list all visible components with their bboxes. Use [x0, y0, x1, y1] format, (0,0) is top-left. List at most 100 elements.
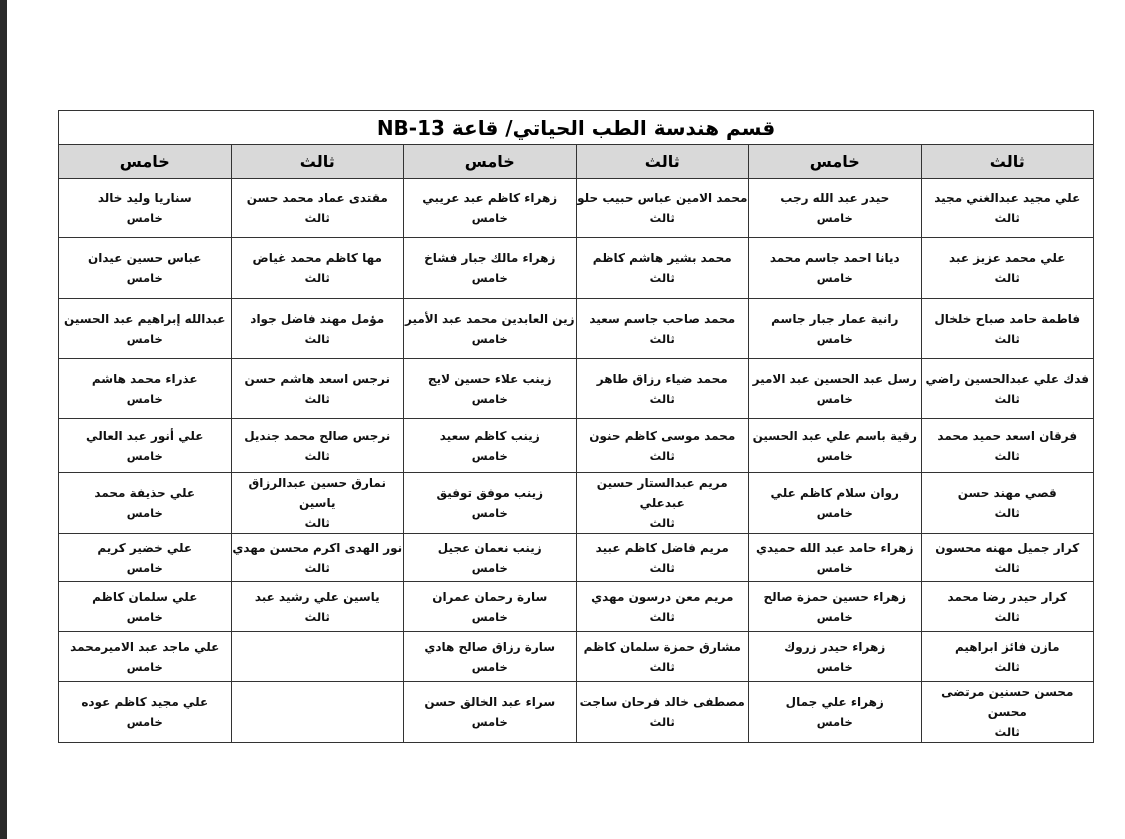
- student-cell: مصطفى خالد فرحان ساجت ثالث: [575, 681, 749, 743]
- student-cell: مقتدى عماد محمد حسن ثالث: [230, 178, 404, 238]
- table-row: قصي مهند حسن ثالث روان سلام كاظم علي خامس مر…: [58, 472, 1094, 534]
- student-name: رسل عبد الحسين عبد الامير: [752, 371, 917, 386]
- student-grade: ثالث: [649, 271, 675, 285]
- student-name: محمد موسى كاظم حنون: [589, 428, 736, 443]
- student-grade: خامس: [126, 609, 163, 624]
- student-cell: روان سلام كاظم علي خامس: [748, 472, 922, 534]
- student-grade: خامس: [471, 560, 508, 575]
- table-title: قسم هندسة الطب الحياتي/ قاعة NB-13: [58, 110, 1094, 145]
- table-row: فرقان اسعد حميد محمد ثالث رقية باسم علي عب…: [58, 418, 1094, 473]
- student-cell: رقية باسم علي عبد الحسين خامس: [748, 418, 922, 473]
- student-grade: خامس: [816, 271, 853, 285]
- student-grade: ثالث: [649, 715, 675, 729]
- student-grade: ثالث: [304, 391, 330, 406]
- student-cell: حيدر عبد الله رجب خامس: [748, 178, 922, 238]
- student-name: فدك علي عبدالحسين راضي: [925, 371, 1090, 386]
- student-cell: زهراء حيدر زروك خامس: [748, 631, 922, 682]
- student-grade: ثالث: [649, 211, 675, 225]
- student-name: سارة رزاق صالح هادي: [424, 639, 556, 654]
- student-name: مازن فائز ابراهيم: [954, 639, 1060, 654]
- student-grade: خامس: [816, 331, 853, 346]
- student-grade: ثالث: [994, 211, 1020, 225]
- column-header: ثالث: [230, 144, 404, 179]
- student-name: فرقان اسعد حميد محمد: [937, 428, 1078, 443]
- student-cell: كرار حيدر رضا محمد ثالث: [920, 581, 1094, 632]
- student-cell: زينب كاظم سعيد خامس: [403, 418, 577, 473]
- student-grade: ثالث: [649, 609, 675, 624]
- student-grade: خامس: [816, 659, 853, 674]
- student-cell: زينب علاء حسين لايج خامس: [403, 358, 577, 419]
- student-cell: علي ماجد عبد الاميرمحمد خامس: [58, 631, 232, 682]
- student-grade: ثالث: [994, 560, 1020, 575]
- student-cell: عذراء محمد هاشم خامس: [58, 358, 232, 419]
- student-cell: زهراء حسين حمزة صالح خامس: [748, 581, 922, 632]
- student-name: علي أنور عبد العالي: [86, 428, 204, 443]
- student-cell: نرجس اسعد هاشم حسن ثالث: [230, 358, 404, 419]
- student-grade: خامس: [126, 331, 163, 346]
- student-name: سارة رحمان عمران: [432, 589, 548, 604]
- student-grade: ثالث: [994, 271, 1020, 285]
- student-cell: سارة رحمان عمران خامس: [403, 581, 577, 632]
- student-name: مريم فاضل كاظم عبيد: [595, 540, 729, 555]
- student-grade: خامس: [126, 659, 163, 674]
- table-row: فدك علي عبدالحسين راضي ثالث رسل عبد الحسين…: [58, 358, 1094, 419]
- student-cell: محسن حسنين مرتضى محسن ثالث: [920, 681, 1094, 743]
- student-grade: ثالث: [304, 516, 330, 530]
- student-grade: خامس: [816, 715, 853, 729]
- student-name: رقية باسم علي عبد الحسين: [752, 428, 917, 443]
- student-cell: محمد موسى كاظم حنون ثالث: [575, 418, 749, 473]
- student-grade: خامس: [126, 211, 163, 225]
- student-grade: ثالث: [994, 725, 1020, 739]
- student-cell: علي مجيد عبدالغني مجيد ثالث: [920, 178, 1094, 238]
- student-grade: خامس: [471, 391, 508, 406]
- student-cell: زهراء كاظم عبد عريبي خامس: [403, 178, 577, 238]
- student-name: عذراء محمد هاشم: [91, 371, 198, 386]
- table-row: مازن فائز ابراهيم ثالث زهراء حيدر زروك خامس…: [58, 631, 1094, 682]
- student-name: نور الهدى اكرم محسن مهدي: [232, 540, 403, 555]
- student-cell: زهراء مالك جبار فشاخ خامس: [403, 237, 577, 299]
- student-cell: مريم عبدالستار حسين عبدعلي ثالث: [575, 472, 749, 534]
- student-name: مها كاظم محمد غياض: [252, 251, 382, 265]
- column-header: خامس: [58, 144, 232, 179]
- student-cell: مازن فائز ابراهيم ثالث: [920, 631, 1094, 682]
- student-cell: سراء عبد الخالق حسن خامس: [403, 681, 577, 743]
- table-row: فاطمة حامد صباح خلخال ثالث رانية عمار جبار…: [58, 298, 1094, 359]
- student-room-table: قسم هندسة الطب الحياتي/ قاعة NB-13 ثالث خ…: [58, 110, 1094, 743]
- student-grade: خامس: [816, 560, 853, 575]
- student-cell: فدك علي عبدالحسين راضي ثالث: [920, 358, 1094, 419]
- student-grade: ثالث: [994, 659, 1020, 674]
- student-grade: ثالث: [304, 271, 330, 285]
- student-cell: ياسين علي رشيد عبد ثالث: [230, 581, 404, 632]
- student-cell: زينب موفق توفيق خامس: [403, 472, 577, 534]
- student-grade: خامس: [126, 560, 163, 575]
- student-name: مريم معن درسون مهدي: [591, 589, 734, 604]
- column-header: ثالث: [920, 144, 1094, 179]
- student-name: حيدر عبد الله رجب: [780, 191, 890, 205]
- student-cell: زهراء حامد عبد الله حميدي خامس: [748, 533, 922, 582]
- student-grade: ثالث: [649, 659, 675, 674]
- student-cell: مشارق حمزة سلمان كاظم ثالث: [575, 631, 749, 682]
- student-grade: خامس: [471, 448, 508, 463]
- student-cell: كرار جميل مهنه محسون ثالث: [920, 533, 1094, 582]
- student-name: زهراء حسين حمزة صالح: [763, 589, 907, 604]
- student-cell: علي خضير كريم خامس: [58, 533, 232, 582]
- student-grade: خامس: [471, 715, 508, 729]
- student-grade: خامس: [471, 271, 508, 285]
- student-name: كرار جميل مهنه محسون: [935, 540, 1080, 555]
- student-cell: نمارق حسين عبدالرزاق ياسين ثالث: [230, 472, 404, 534]
- student-name: زهراء علي جمال: [785, 695, 884, 709]
- student-cell: علي حذيفة محمد خامس: [58, 472, 232, 534]
- student-grade: ثالث: [649, 391, 675, 406]
- student-cell: محمد صاحب جاسم سعيد ثالث: [575, 298, 749, 359]
- student-grade: ثالث: [304, 560, 330, 575]
- student-name: زينب نعمان عجيل: [437, 540, 542, 555]
- student-grade: خامس: [471, 506, 508, 520]
- student-cell: علي محمد عزيز عبد ثالث: [920, 237, 1094, 299]
- student-name: محمد الامين عباس حبيب حلو: [577, 191, 748, 205]
- student-grade: خامس: [126, 448, 163, 463]
- student-grade: خامس: [816, 506, 853, 520]
- student-name: نرجس صالح محمد جنديل: [244, 428, 391, 443]
- student-cell: [230, 681, 404, 743]
- student-grade: خامس: [471, 211, 508, 225]
- student-cell: [230, 631, 404, 682]
